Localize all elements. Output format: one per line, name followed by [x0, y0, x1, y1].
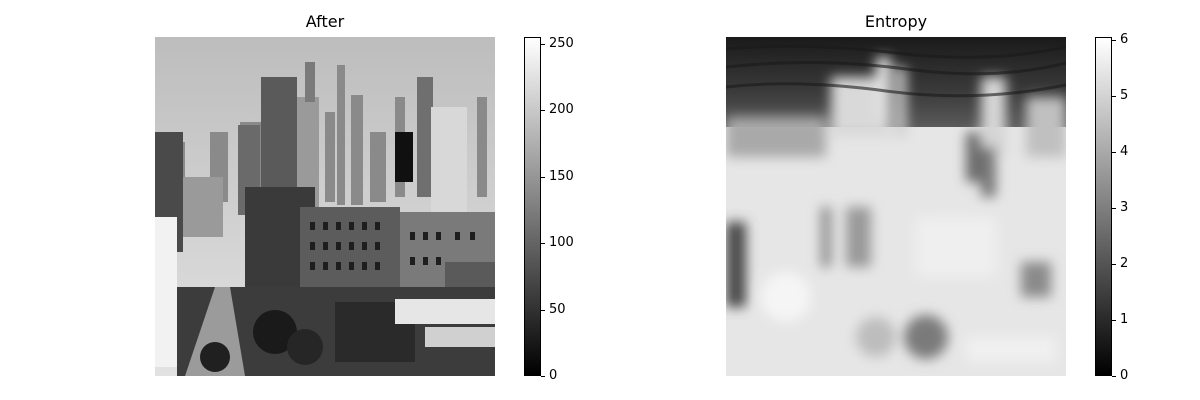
after-colorbar-tick-label: 50: [549, 302, 566, 318]
entropy-colorbar-tick-label: 0: [1120, 368, 1128, 384]
entropy-colorbar-gradient: [1096, 38, 1111, 375]
after-title: After: [155, 12, 495, 31]
after-colorbar-gradient: [525, 38, 540, 375]
after-colorbar-tick-label: 100: [549, 235, 574, 251]
entropy-title: Entropy: [726, 12, 1066, 31]
entropy-colorbar-tick-label: 1: [1120, 312, 1128, 328]
entropy-colorbar-tick-mark: [1112, 152, 1116, 153]
entropy-colorbar-tick-label: 2: [1120, 256, 1128, 272]
after-colorbar-tick-mark: [541, 44, 545, 45]
entropy-colorbar-tick-mark: [1112, 264, 1116, 265]
entropy-colorbar-tick-mark: [1112, 376, 1116, 377]
entropy-image: [726, 37, 1066, 376]
after-colorbar-ticks: 0 50 100 150 200 250: [541, 37, 581, 376]
entropy-colorbar: [1095, 37, 1112, 376]
entropy-colorbar-tick-label: 5: [1120, 88, 1128, 104]
entropy-colorbar-tick-mark: [1112, 96, 1116, 97]
after-colorbar-tick-label: 250: [549, 36, 574, 52]
after-image-svg: [155, 37, 495, 376]
entropy-colorbar-tick-mark: [1112, 320, 1116, 321]
entropy-image-svg: [726, 37, 1066, 376]
entropy-colorbar-tick-mark: [1112, 208, 1116, 209]
entropy-colorbar-tick-label: 3: [1120, 200, 1128, 216]
after-colorbar-tick-mark: [541, 177, 545, 178]
entropy-colorbar-tick-label: 4: [1120, 144, 1128, 160]
entropy-colorbar-tick-label: 6: [1120, 32, 1128, 48]
foreground: [177, 287, 495, 376]
left-wall: [155, 217, 177, 367]
after-colorbar-tick-mark: [541, 243, 545, 244]
after-colorbar-tick-mark: [541, 376, 545, 377]
after-colorbar-tick-label: 0: [549, 368, 557, 384]
after-image: [155, 37, 495, 376]
entropy-colorbar-tick-mark: [1112, 40, 1116, 41]
after-colorbar: [524, 37, 541, 376]
after-colorbar-tick-label: 150: [549, 169, 574, 185]
after-colorbar-tick-mark: [541, 110, 545, 111]
after-colorbar-tick-mark: [541, 310, 545, 311]
after-colorbar-tick-label: 200: [549, 102, 574, 118]
